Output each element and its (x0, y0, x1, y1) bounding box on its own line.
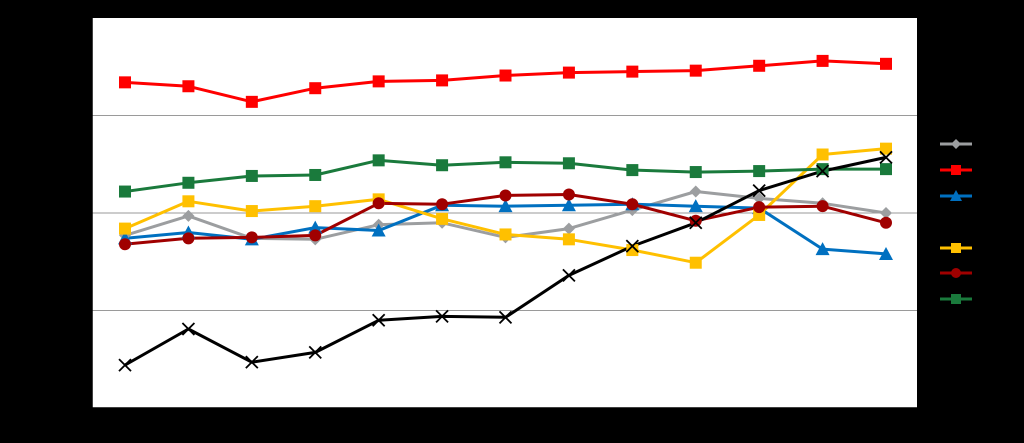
data-point-series-1-5 (372, 75, 385, 88)
data-point-series-7-7 (498, 310, 513, 324)
legend-marker-series-4 (951, 243, 961, 253)
data-point-series-4-3 (245, 205, 258, 218)
data-point-series-4-12 (816, 148, 829, 161)
data-point-series-6-8 (562, 157, 575, 170)
axes (87, 17, 918, 413)
data-point-series-7-5 (372, 313, 386, 327)
data-point-series-4-1 (119, 222, 131, 235)
data-point-series-4-9 (626, 244, 639, 257)
data-point-series-3-12 (815, 242, 830, 256)
legend-marker-series-2 (951, 139, 961, 149)
data-point-series-4-13 (880, 142, 892, 155)
data-point-series-1-13 (880, 57, 892, 70)
data-point-series-7-9 (625, 239, 639, 253)
data-point-series-5-1 (119, 238, 131, 251)
data-point-series-6-13 (880, 163, 892, 176)
data-point-series-5-3 (245, 231, 258, 244)
data-point-series-7-13 (879, 150, 893, 165)
data-point-series-6-2 (182, 176, 195, 189)
data-point-series-7-8 (562, 268, 576, 283)
data-point-series-5-6 (436, 198, 449, 211)
data-point-series-6-10 (689, 166, 702, 179)
data-point-series-3-8 (561, 198, 576, 212)
data-point-series-2-2 (182, 209, 195, 222)
data-point-series-4-2 (182, 195, 195, 208)
data-point-series-7-4 (308, 345, 322, 360)
series-markers (118, 54, 893, 372)
data-point-series-1-3 (245, 95, 258, 108)
data-point-series-7-1 (118, 358, 132, 372)
data-point-series-5-11 (753, 201, 766, 214)
data-point-series-6-3 (245, 169, 258, 182)
data-point-series-5-4 (309, 229, 322, 242)
data-point-series-6-7 (499, 156, 512, 169)
data-point-series-5-8 (562, 188, 575, 201)
data-point-series-1-2 (182, 80, 195, 93)
data-point-series-2-13 (880, 207, 892, 219)
legend-marker-series-3 (950, 190, 962, 201)
data-point-series-6-6 (436, 159, 449, 172)
data-point-series-7-10 (689, 216, 703, 230)
data-point-series-1-1 (119, 76, 131, 89)
data-point-series-3-13 (879, 246, 893, 260)
data-point-series-3-5 (371, 223, 386, 237)
data-point-series-7-12 (815, 164, 830, 178)
data-point-series-3-10 (688, 199, 703, 213)
data-point-series-6-4 (309, 168, 322, 181)
data-point-series-6-5 (372, 154, 385, 167)
data-point-series-5-5 (372, 197, 385, 210)
data-point-series-1-4 (309, 82, 322, 95)
legend-marker-series-1 (951, 165, 961, 175)
data-point-series-5-10 (689, 214, 702, 227)
data-point-series-7-3 (245, 355, 259, 369)
data-point-series-1-11 (753, 59, 766, 72)
data-point-series-1-12 (816, 54, 829, 67)
data-point-series-6-11 (753, 165, 766, 178)
data-point-series-5-9 (626, 198, 639, 211)
data-point-series-5-13 (880, 216, 892, 229)
data-point-series-1-7 (499, 69, 512, 82)
data-point-series-2-8 (562, 222, 575, 235)
data-point-series-1-9 (626, 65, 639, 78)
data-point-series-4-4 (309, 200, 322, 213)
data-point-series-4-6 (436, 212, 449, 225)
legend (940, 139, 972, 304)
data-point-series-2-10 (689, 185, 702, 198)
data-point-series-5-7 (499, 189, 512, 202)
data-point-series-4-10 (689, 256, 702, 269)
data-point-series-6-1 (119, 185, 131, 198)
data-point-series-3-4 (308, 220, 323, 234)
data-point-series-5-2 (182, 232, 195, 245)
data-point-series-3-7 (498, 199, 513, 213)
data-point-series-1-10 (689, 64, 702, 77)
gridlines (92, 115, 917, 311)
data-point-series-7-2 (181, 322, 196, 336)
data-point-series-4-7 (499, 228, 512, 241)
data-point-series-1-6 (436, 74, 449, 87)
data-point-series-6-9 (626, 164, 639, 177)
data-point-series-2-11 (753, 192, 766, 205)
data-point-series-6-12 (816, 163, 829, 176)
data-point-series-1-8 (562, 66, 575, 79)
legend-marker-series-6 (951, 294, 961, 304)
data-point-series-7-11 (752, 183, 766, 198)
legend-marker-series-5 (951, 268, 961, 278)
data-point-series-7-6 (435, 309, 449, 323)
data-point-series-4-8 (562, 233, 575, 246)
data-point-series-5-12 (816, 200, 829, 213)
